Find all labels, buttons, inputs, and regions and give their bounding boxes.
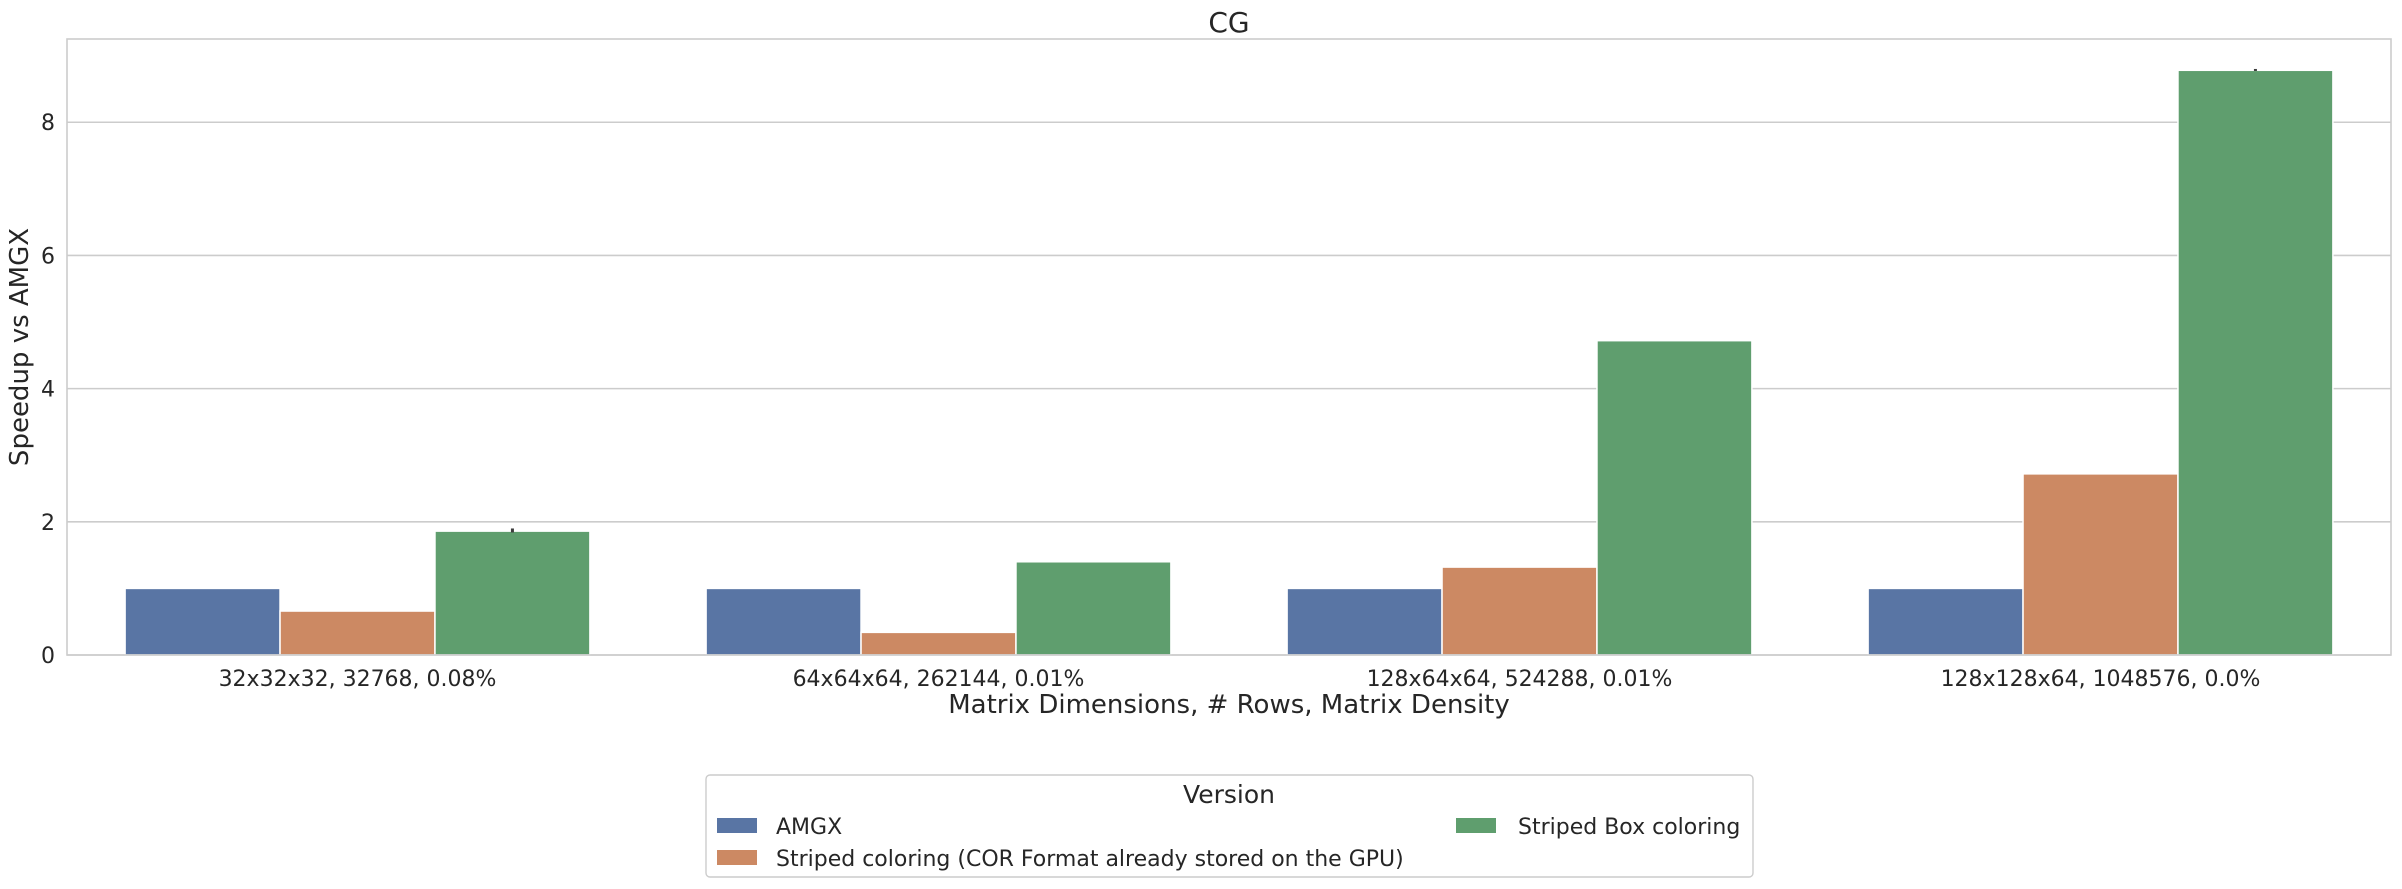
y-tick-label: 6 xyxy=(41,244,55,269)
legend-title: Version xyxy=(1183,780,1275,809)
error-bars xyxy=(510,68,2257,533)
y-tick-labels: 0 2 4 6 8 xyxy=(41,111,55,669)
y-tick-label: 0 xyxy=(41,644,55,669)
bar xyxy=(1441,566,1598,656)
bar xyxy=(2022,473,2179,656)
legend-label-striped-coloring: Striped coloring (COR Format already sto… xyxy=(776,847,1404,872)
y-tick-label: 8 xyxy=(41,111,55,136)
legend: Version AMGX Striped coloring (COR Forma… xyxy=(705,774,1754,878)
legend-label-striped-box-coloring: Striped Box coloring xyxy=(1518,815,1740,840)
chart-title: CG xyxy=(1208,6,1249,39)
legend-swatch-striped-coloring xyxy=(717,850,757,865)
legend-label-amgx: AMGX xyxy=(776,815,842,840)
bar xyxy=(434,530,591,656)
bar xyxy=(1286,587,1443,656)
y-tick-label: 2 xyxy=(41,511,55,536)
bar xyxy=(124,587,281,656)
x-tick-labels: 32x32x32, 32768, 0.08% 64x64x64, 262144, … xyxy=(219,667,2261,692)
legend-frame xyxy=(705,774,1754,878)
bar xyxy=(279,610,436,656)
bar xyxy=(1015,561,1172,656)
legend-swatch-amgx xyxy=(717,818,757,833)
bar xyxy=(1867,587,2024,656)
x-tick-label: 128x64x64, 524288, 0.01% xyxy=(1367,667,1673,692)
plot-frame xyxy=(66,38,2392,656)
bar xyxy=(2177,69,2334,656)
bar xyxy=(705,587,862,656)
legend-swatch-striped-box-coloring xyxy=(1456,818,1496,833)
y-axis-label: Speedup vs AMGX xyxy=(5,228,35,466)
bar xyxy=(1596,339,1753,656)
x-tick-label: 128x128x64, 1048576, 0.0% xyxy=(1941,667,2261,692)
x-axis-label: Matrix Dimensions, # Rows, Matrix Densit… xyxy=(948,690,1510,720)
x-tick-label: 64x64x64, 262144, 0.01% xyxy=(793,667,1085,692)
bar xyxy=(860,631,1017,656)
x-tick-label: 32x32x32, 32768, 0.08% xyxy=(219,667,497,692)
y-tick-label: 4 xyxy=(41,378,55,403)
bars xyxy=(124,69,2334,656)
